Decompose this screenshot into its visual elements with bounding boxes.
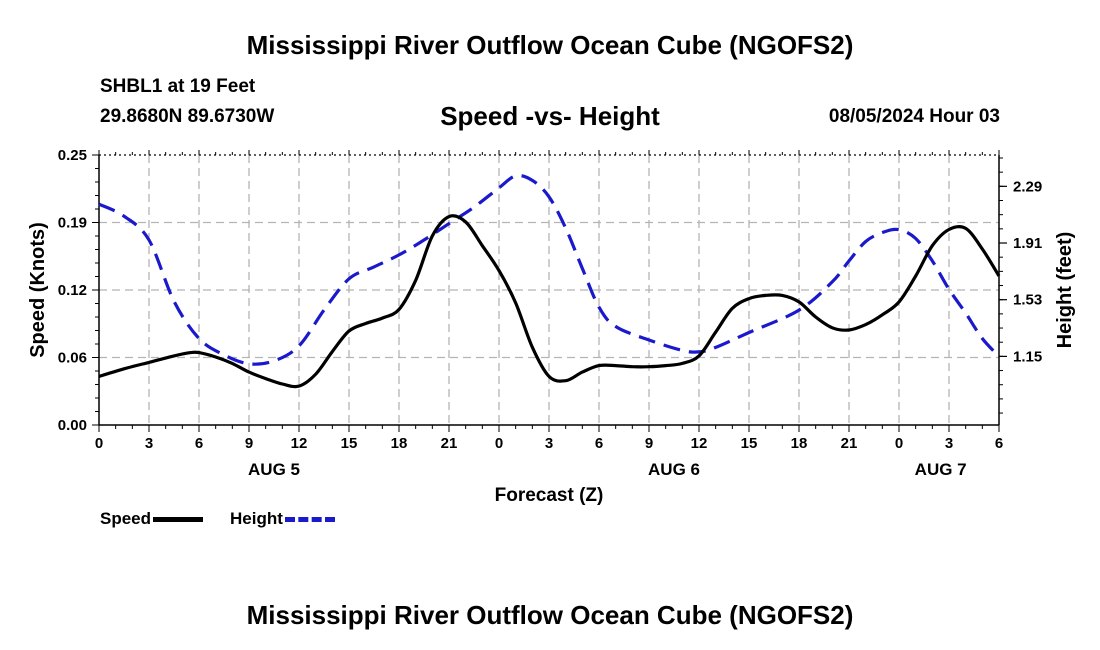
speed-series-line bbox=[98, 214, 1001, 389]
x-tick-label: 3 bbox=[145, 435, 153, 452]
x-tick-label: 21 bbox=[841, 435, 858, 452]
x-tick-label: 12 bbox=[291, 435, 308, 452]
day-label: AUG 6 bbox=[648, 460, 700, 479]
x-tick-label: 6 bbox=[995, 435, 1003, 452]
y-right-tick-label: 1.91 bbox=[1013, 235, 1042, 252]
y-left-tick-label: 0.12 bbox=[58, 282, 87, 299]
height-series-line bbox=[98, 173, 1001, 366]
x-tick-label: 0 bbox=[895, 435, 903, 452]
legend-height: Height bbox=[230, 509, 335, 529]
x-tick-label: 6 bbox=[195, 435, 203, 452]
x-tick-label: 18 bbox=[791, 435, 808, 452]
day-label: AUG 7 bbox=[915, 460, 967, 479]
y-axis-label-right: Height (feet) bbox=[1054, 232, 1076, 349]
x-tick-label: 9 bbox=[245, 435, 253, 452]
x-tick-label: 21 bbox=[441, 435, 458, 452]
coordinates-label: 29.8680N 89.6730W bbox=[100, 106, 275, 127]
y-right-tick-label: 2.29 bbox=[1013, 178, 1042, 195]
day-label: AUG 5 bbox=[248, 460, 300, 479]
station-label: SHBL1 at 19 Feet bbox=[100, 76, 256, 97]
y-axis-label-left: Speed (Knots) bbox=[27, 222, 49, 358]
x-axis-label: Forecast (Z) bbox=[495, 485, 604, 506]
legend-speed-label: Speed bbox=[100, 509, 152, 528]
y-left-tick-label: 0.19 bbox=[58, 215, 87, 232]
y-right-tick-label: 1.53 bbox=[1013, 292, 1042, 309]
x-tick-label: 12 bbox=[691, 435, 708, 452]
x-tick-label: 3 bbox=[945, 435, 953, 452]
x-tick-label: 15 bbox=[741, 435, 758, 452]
x-tick-label: 9 bbox=[645, 435, 653, 452]
legend-height-label: Height bbox=[230, 509, 283, 528]
x-tick-label: 0 bbox=[95, 435, 103, 452]
chart-subtitle: Speed -vs- Height bbox=[440, 101, 660, 131]
x-tick-label: 0 bbox=[495, 435, 503, 452]
legend-height-swatch bbox=[284, 517, 335, 523]
forecast-timestamp: 08/05/2024 Hour 03 bbox=[828, 106, 1000, 127]
x-tick-label: 18 bbox=[391, 435, 408, 452]
x-tick-label: 3 bbox=[545, 435, 553, 452]
y-right-tick-label: 1.15 bbox=[1013, 348, 1042, 365]
y-left-tick-label: 0.00 bbox=[58, 417, 87, 434]
chart-title-bottom: Mississippi River Outflow Ocean Cube (NG… bbox=[246, 600, 854, 630]
y-left-tick-label: 0.25 bbox=[58, 147, 87, 164]
y-left-tick-label: 0.06 bbox=[58, 350, 87, 367]
x-tick-label: 15 bbox=[341, 435, 358, 452]
x-tick-label: 6 bbox=[595, 435, 603, 452]
chart-title-top: Mississippi River Outflow Ocean Cube (NG… bbox=[246, 30, 854, 60]
legend-speed-swatch bbox=[153, 517, 204, 523]
legend-speed: Speed bbox=[100, 509, 204, 529]
